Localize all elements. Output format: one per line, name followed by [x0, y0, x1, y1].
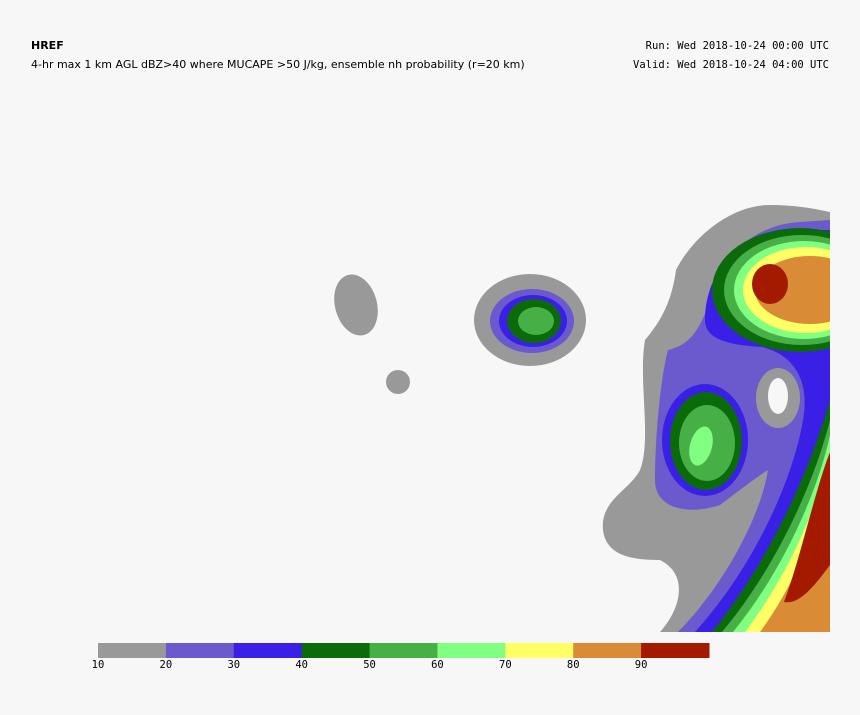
contour — [334, 274, 378, 336]
colorbar-segment — [165, 643, 235, 658]
colorbar-tick-label: 10 — [92, 659, 105, 671]
contour — [689, 426, 713, 466]
colorbar-segment — [98, 643, 167, 658]
colorbar-segment — [369, 643, 438, 658]
colorbar-segment — [233, 643, 303, 658]
empty-area — [768, 378, 788, 414]
colorbar-segment — [301, 643, 371, 658]
colorbar-segment — [505, 643, 574, 658]
title: HREF — [31, 39, 64, 52]
contour — [386, 370, 410, 394]
colorbar-tick-label: 80 — [567, 659, 580, 671]
contour — [518, 307, 554, 335]
colorbar-segment — [437, 643, 506, 658]
colorbar-tick-label: 30 — [227, 659, 240, 671]
contour — [784, 452, 830, 603]
contour — [752, 264, 788, 304]
contour — [760, 470, 830, 632]
subtitle: 4-hr max 1 km AGL dBZ>40 where MUCAPE >5… — [31, 58, 525, 71]
run-time: Run: Wed 2018-10-24 00:00 UTC — [646, 40, 829, 52]
colorbar-tick-label: 70 — [499, 659, 512, 671]
probability-field — [334, 205, 830, 632]
colorbar-tick-label: 20 — [160, 659, 173, 671]
colorbar-tick-label: 50 — [363, 659, 376, 671]
colorbar: 10 20 30 40 50 60 70 80 90 — [92, 643, 710, 671]
valid-time: Valid: Wed 2018-10-24 04:00 UTC — [633, 59, 829, 71]
colorbar-segment — [573, 643, 642, 658]
colorbar-tick-label: 40 — [295, 659, 308, 671]
colorbar-tick-label: 90 — [635, 659, 648, 671]
colorbar-tick-label: 60 — [431, 659, 444, 671]
colorbar-segment — [641, 643, 710, 658]
